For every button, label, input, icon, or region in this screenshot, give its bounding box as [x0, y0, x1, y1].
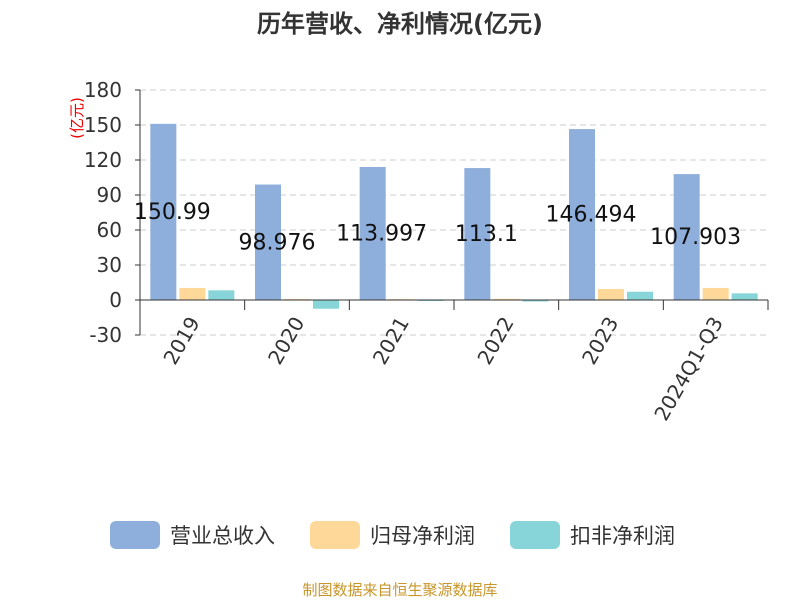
bar-0 — [359, 167, 386, 300]
y-tick-label: 60 — [97, 218, 122, 242]
x-tick-label: 2020 — [263, 313, 309, 369]
legend-label[interactable]: 营业总收入 — [170, 524, 275, 548]
x-tick-label: 2021 — [368, 313, 414, 369]
data-label: 150.99 — [134, 200, 211, 225]
chart-title: 历年营收、净利情况(亿元) — [257, 10, 543, 38]
data-label: 113.1 — [455, 222, 518, 247]
bar-1 — [493, 298, 520, 300]
data-label: 113.997 — [336, 222, 427, 247]
y-tick-label: 90 — [97, 183, 122, 207]
y-tick-label: -30 — [89, 323, 122, 347]
bar-1 — [702, 287, 729, 300]
legend-label[interactable]: 扣非净利润 — [570, 524, 675, 548]
legend-label[interactable]: 归母净利润 — [370, 524, 475, 548]
bar-0 — [569, 129, 595, 300]
y-tick-label: 180 — [84, 78, 122, 102]
bar-1 — [179, 287, 206, 300]
bar-0 — [464, 168, 491, 300]
data-label: 98.976 — [239, 230, 316, 255]
x-tick-label: 2024Q1-Q3 — [649, 313, 728, 425]
bar-2 — [731, 293, 758, 300]
bar-0 — [150, 123, 177, 300]
bar-2 — [522, 300, 549, 302]
x-tick-label: 2022 — [472, 313, 518, 369]
y-axis-label: (亿元) — [68, 97, 86, 139]
x-tick-label: 2023 — [577, 313, 623, 369]
y-tick-label: 30 — [97, 253, 122, 277]
data-label: 107.903 — [650, 225, 741, 250]
footer-source: 制图数据来自恒生聚源数据库 — [302, 581, 497, 599]
y-tick-label: 150 — [84, 113, 122, 137]
legend-swatch[interactable] — [310, 521, 360, 549]
legend-swatch[interactable] — [110, 521, 160, 549]
bar-0 — [673, 174, 700, 300]
bar-1 — [598, 289, 624, 300]
y-tick-label: 120 — [84, 148, 122, 172]
bar-2 — [208, 290, 235, 300]
y-tick-label: 0 — [109, 288, 122, 312]
legend-swatch[interactable] — [510, 521, 560, 549]
bar-2 — [627, 291, 653, 300]
data-label: 146.494 — [546, 203, 637, 228]
bar-2 — [313, 300, 339, 309]
bar-0 — [255, 184, 281, 300]
x-tick-label: 2019 — [158, 313, 204, 369]
